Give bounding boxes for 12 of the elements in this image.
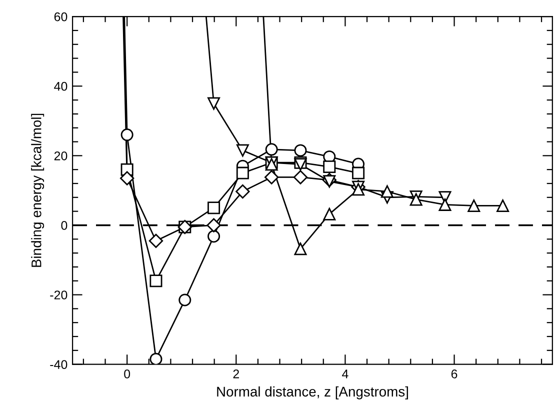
x-tick-label: 0 (124, 370, 130, 378)
y-tick-label: 40 (54, 82, 68, 91)
x-tick-label: 4 (342, 370, 348, 378)
y-axis-title: Binding energy [kcal/mol] (31, 114, 44, 267)
y-tick-label: 0 (61, 221, 68, 230)
x-axis-title: Normal distance, z [Angstroms] (217, 386, 408, 400)
y-tick-label: -40 (50, 360, 68, 369)
y-tick-label: 20 (54, 151, 68, 160)
x-tick-label: 6 (451, 370, 458, 378)
y-tick-label: -20 (50, 290, 68, 300)
y-tick-label: 60 (54, 12, 68, 22)
x-tick-label: 2 (233, 370, 239, 378)
